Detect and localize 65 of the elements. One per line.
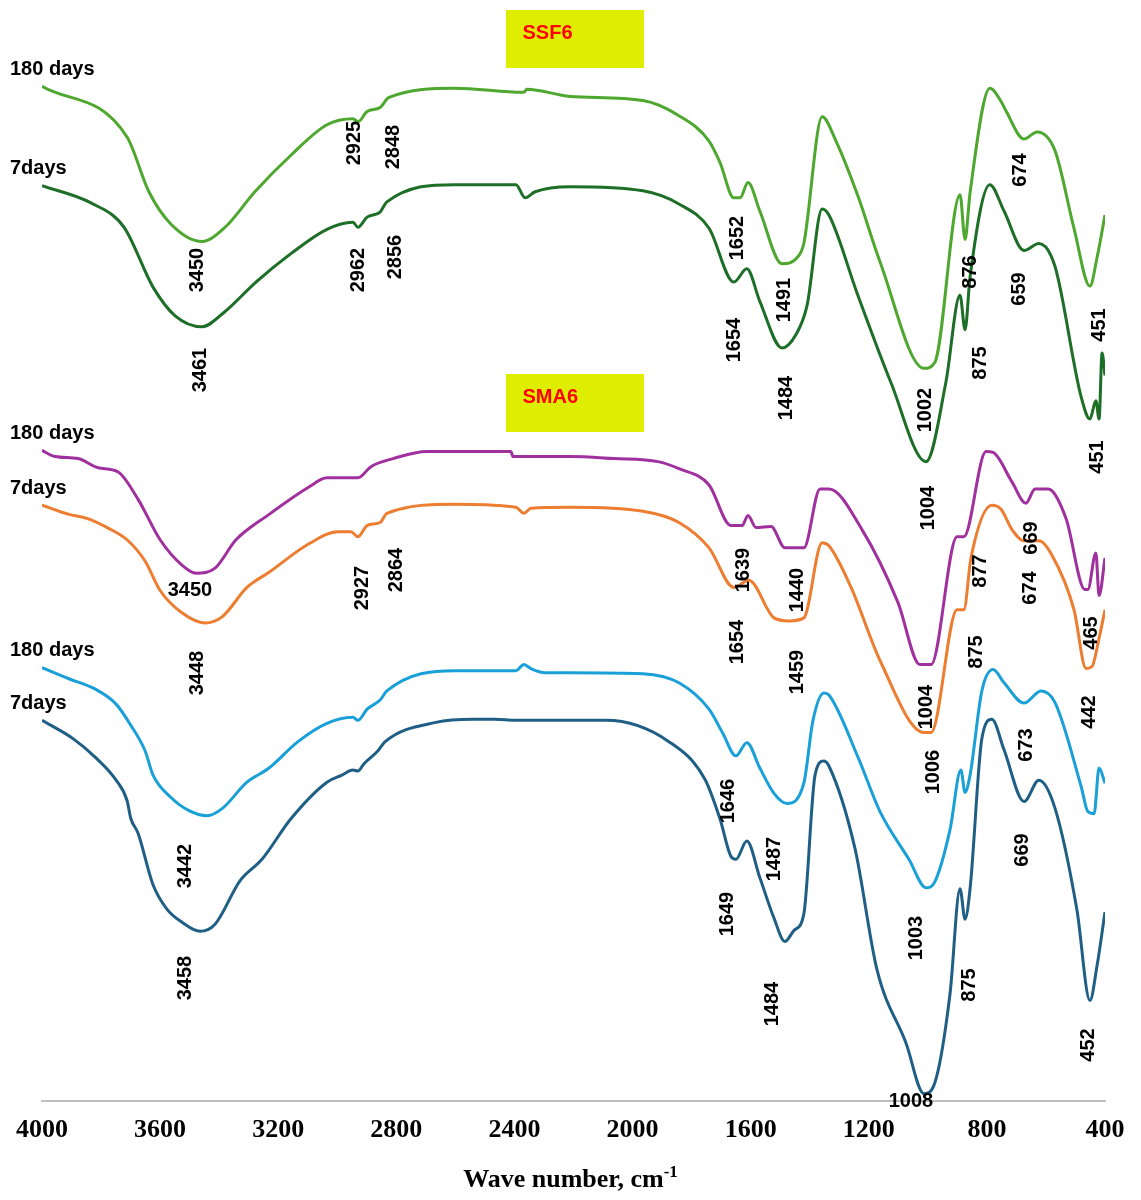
annotation: 452 [1075, 1028, 1098, 1062]
annotation: 3450 [184, 247, 207, 293]
x-axis-title: Wave number, cm$^{-1}$ [462, 1162, 679, 1194]
annotation: 875 [956, 968, 979, 1002]
annotation: SMA6 [522, 384, 579, 407]
annotation: 1491 [771, 277, 794, 323]
annotation: 1654 [721, 316, 744, 363]
series-label: 7days [10, 690, 67, 713]
annotation: 875 [963, 635, 986, 669]
annotation: 2925 [341, 120, 364, 166]
annotation: 1440 [784, 567, 807, 613]
x-tick-label: 3600 [134, 1114, 187, 1144]
annotation: 875 [967, 346, 990, 380]
x-tick-label: 1600 [724, 1114, 777, 1144]
series-label: 180 days [10, 420, 95, 443]
annotation: 673 [1013, 728, 1036, 762]
annotation: 674 [1007, 152, 1030, 187]
annotation: 1008 [888, 1088, 934, 1111]
annotation: 659 [1006, 272, 1029, 306]
annotation: 1652 [724, 215, 747, 261]
annotation: 465 [1078, 616, 1101, 650]
annotation: 877 [967, 554, 990, 588]
annotation: 451 [1086, 308, 1109, 342]
annotation: 2927 [349, 565, 372, 611]
annotation: 2856 [382, 234, 405, 280]
annotation: 1654 [724, 618, 747, 665]
annotation: 1459 [784, 649, 807, 695]
annotation: 674 [1017, 570, 1040, 605]
x-tick-label: 2400 [488, 1114, 541, 1144]
x-tick-label: 4000 [16, 1114, 68, 1144]
annotation: 451 [1084, 440, 1107, 474]
annotation: 3450 [167, 577, 213, 600]
x-tick-label: 2000 [606, 1114, 659, 1144]
annotation: 1004 [915, 484, 938, 531]
series-label: 180 days [10, 56, 95, 79]
annotation: 876 [957, 255, 980, 289]
x-tick-label: 2800 [370, 1114, 423, 1144]
annotation: 669 [1009, 833, 1032, 867]
annotation: 669 [1018, 521, 1041, 555]
annotation: 442 [1076, 695, 1099, 729]
annotation: 1003 [903, 915, 926, 961]
annotation: 3448 [184, 650, 207, 696]
x-tick-label: 800 [967, 1114, 1007, 1144]
x-tick-label: 400 [1085, 1114, 1125, 1144]
annotation: 1646 [715, 778, 738, 824]
series-label: 180 days [10, 638, 95, 661]
x-tick-label: 3200 [252, 1114, 305, 1144]
annotation: 2962 [345, 247, 368, 293]
annotation: 1004 [913, 683, 936, 730]
annotation: 1487 [761, 836, 784, 882]
annotation: 1639 [730, 547, 753, 593]
annotation: 1484 [773, 374, 796, 421]
annotation: 2848 [380, 124, 403, 170]
annotation: 1002 [912, 387, 935, 433]
annotation: 3461 [187, 347, 210, 393]
annotation: 3442 [172, 843, 195, 889]
annotation: 2864 [383, 546, 406, 593]
text: SSF6 [522, 20, 573, 43]
annotation: 1006 [920, 749, 943, 795]
annotation: 3458 [172, 955, 195, 1001]
annotation: 1649 [714, 891, 737, 937]
annotation: 1484 [759, 980, 782, 1027]
x-tick-label: 1200 [842, 1114, 895, 1144]
series-label: 7days [10, 156, 67, 179]
series-label: 7days [10, 475, 67, 498]
